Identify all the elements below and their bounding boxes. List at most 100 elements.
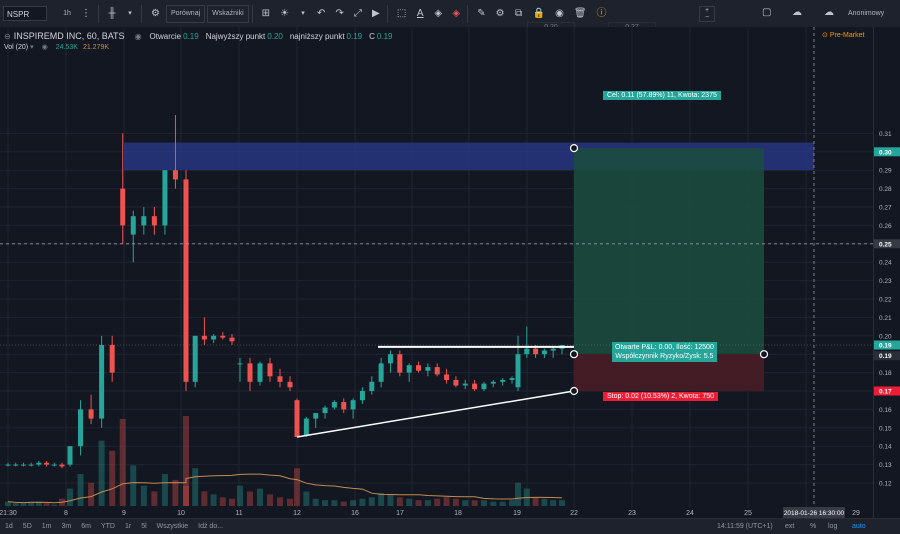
lock-icon[interactable]: 🔒 [532, 7, 546, 19]
price-tick-label: 0.28 [879, 186, 892, 193]
trash-icon[interactable]: 🗑 [573, 7, 587, 19]
time-tick-label: 17 [396, 510, 404, 517]
eye-icon[interactable]: ◉ [41, 44, 48, 51]
range-button[interactable]: 6m [81, 523, 91, 530]
range-button[interactable]: 1d [5, 523, 13, 530]
percent-scale-toggle[interactable]: % [810, 523, 817, 530]
volume-bar [350, 500, 357, 506]
fill-color-icon[interactable]: ◈ [434, 7, 443, 19]
background-color-icon[interactable]: ◈ [452, 7, 461, 19]
text-color-icon[interactable]: A [416, 7, 424, 19]
chevron-down-icon[interactable]: ▾ [301, 9, 305, 17]
volume-bar [322, 500, 329, 506]
volume-bar [387, 494, 394, 506]
redo-icon[interactable]: ↷ [335, 7, 344, 19]
interval-menu-icon[interactable]: ⋮ [81, 7, 91, 19]
range-button[interactable]: 5l [141, 523, 147, 530]
volume-bar [130, 465, 137, 506]
drawings [0, 27, 873, 508]
price-tick-label: 0.12 [879, 481, 892, 488]
square-icon[interactable]: ▢ [762, 7, 772, 18]
volume-bar [192, 468, 199, 506]
drawing-settings-gear-icon[interactable]: ⚙ [495, 7, 505, 19]
extended-hours-toggle[interactable]: ext [785, 523, 795, 530]
toolbar-divider [251, 4, 253, 23]
volume-bar [43, 503, 50, 506]
eye-icon[interactable]: ◉ [134, 31, 142, 41]
interval-button[interactable]: 1h [63, 10, 71, 17]
candles-style-icon[interactable]: ╫ [108, 7, 116, 19]
candle-body [287, 381, 293, 388]
range-button[interactable]: 1r [124, 523, 132, 530]
toolbar-divider [98, 4, 99, 23]
pencil-icon[interactable]: ✎ [477, 7, 486, 19]
range-button[interactable]: 3m [61, 523, 72, 530]
chart-style-chevron-icon[interactable]: ▾ [128, 9, 132, 17]
user-menu-button[interactable]: Anonimowy [848, 9, 885, 17]
indicators-button[interactable]: Wskaźniki [207, 4, 249, 23]
volume-bar [88, 482, 95, 506]
range-button[interactable]: Wszystkie [156, 523, 189, 530]
drawing-anchor-handle [759, 350, 769, 359]
open-pl-label: Otwarte P&L: 0.00, Ilość: 12500 [615, 344, 714, 351]
profit-zone [574, 148, 764, 355]
candle-body [172, 170, 178, 180]
price-axis[interactable]: 0.31 0.30 0.29 0.28 0.27 0.26 0.25 0.24 0.23 0.22… [873, 27, 900, 518]
auto-scale-toggle[interactable]: auto [852, 523, 866, 530]
chart-pane[interactable] [0, 27, 873, 518]
time-axis[interactable]: 21:30 8 9 10 11 12 16 17 18 19 22 23 24 25 29 2018-01-2… [0, 507, 873, 518]
volume-bar [490, 501, 497, 506]
alert-icon[interactable]: ☀ [280, 7, 290, 19]
premarket-indicator: ⊙ Pre-Market [822, 31, 864, 39]
volume-bar [5, 501, 11, 506]
selection-icon[interactable]: ⬚ [396, 7, 407, 19]
symbol-search-input[interactable]: NSPR [3, 6, 47, 21]
candle-body [416, 365, 422, 371]
clone-icon[interactable]: ⧉ [515, 7, 523, 19]
entry-price-badge-bg [874, 351, 900, 361]
price-tick-label: 0.13 [879, 462, 892, 469]
chevron-down-icon[interactable]: ▾ [30, 44, 34, 51]
templates-icon[interactable]: ⊞ [261, 7, 271, 19]
volume-bar [237, 485, 243, 506]
cloud-upload-icon[interactable]: ☁ [824, 7, 834, 18]
info-icon[interactable]: ⓘ [596, 7, 607, 19]
undo-icon[interactable]: ↶ [317, 7, 326, 19]
price-tick-label: 0.24 [879, 260, 892, 267]
crosshair-price-badge: 0.25 [879, 241, 892, 248]
zoom-in-icon[interactable]: + [704, 7, 710, 14]
candle-body [303, 418, 309, 436]
candle-body [387, 354, 393, 364]
symbol-title: INSPIREMD INC, 60, BATS [13, 31, 125, 41]
range-button[interactable]: Idź do... [198, 523, 224, 530]
zoom-out-icon[interactable]: − [704, 14, 710, 21]
price-chart[interactable] [0, 27, 873, 518]
range-button[interactable]: 5D [22, 523, 32, 530]
candle-body [220, 335, 226, 338]
candle-body [247, 363, 253, 382]
play-icon[interactable]: ▶ [371, 7, 380, 19]
candle-body [277, 376, 283, 382]
candle-body [331, 402, 337, 408]
target-label[interactable]: Cel: 0.11 (57.89%) 11, Kwota: 2375 [603, 91, 721, 100]
fullscreen-icon[interactable]: ⤢ [353, 7, 362, 19]
range-button[interactable]: YTD [100, 523, 115, 530]
candle-body [36, 462, 42, 465]
log-scale-toggle[interactable]: log [828, 523, 838, 530]
candles [5, 115, 565, 469]
range-button[interactable]: 1m [41, 523, 52, 530]
price-tick-label: 0.15 [879, 425, 892, 432]
stop-label[interactable]: Stop: 0.02 (10.53%) 2, Kwota: 750 [603, 392, 719, 401]
position-info-label[interactable]: Otwarte P&L: 0.00, Ilość: 12500 Współczy… [612, 342, 717, 362]
volume-bar [267, 494, 273, 506]
cloud-icon[interactable]: ☁ [792, 7, 802, 18]
volume-bar [406, 498, 413, 506]
eye-icon[interactable]: ◉ [555, 7, 564, 19]
volume-bar [119, 418, 126, 506]
high-label: Najwyższy punkt [205, 31, 266, 41]
toolbar-divider [141, 4, 142, 23]
collapse-icon[interactable]: ⊖ [4, 31, 11, 41]
candle-body [453, 379, 459, 386]
settings-gear-icon[interactable]: ⚙ [151, 7, 160, 19]
compare-button[interactable]: Porównaj [165, 4, 206, 23]
